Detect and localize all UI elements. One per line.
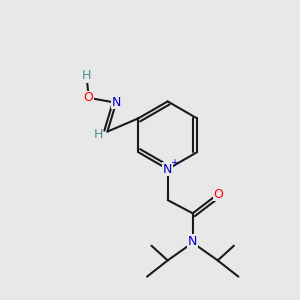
Text: O: O (213, 188, 223, 201)
Text: H: H (82, 69, 92, 82)
Text: O: O (83, 91, 93, 104)
Text: +: + (170, 158, 178, 168)
Text: N: N (112, 96, 121, 109)
Text: N: N (163, 163, 172, 176)
Text: N: N (188, 235, 197, 248)
Text: H: H (93, 128, 103, 141)
